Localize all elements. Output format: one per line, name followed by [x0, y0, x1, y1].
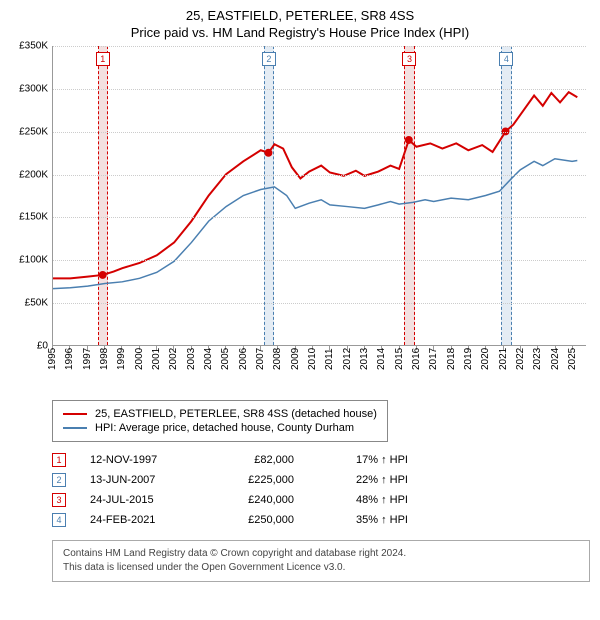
chart-title-subtitle: Price paid vs. HM Land Registry's House … — [10, 25, 590, 40]
event-price: £250,000 — [214, 514, 294, 526]
event-marker: 1 — [96, 52, 110, 66]
event-row: 4 24-FEB-2021 £250,000 35% ↑ HPI — [52, 510, 590, 530]
page-container: 25, EASTFIELD, PETERLEE, SR8 4SS Price p… — [0, 0, 600, 590]
x-tick-label: 2009 — [290, 348, 301, 370]
legend-row: 25, EASTFIELD, PETERLEE, SR8 4SS (detach… — [63, 407, 377, 421]
y-tick-label: £300K — [19, 83, 48, 94]
legend-swatch — [63, 413, 87, 415]
legend-label: HPI: Average price, detached house, Coun… — [95, 422, 354, 434]
x-tick-label: 2019 — [463, 348, 474, 370]
x-tick-label: 2010 — [307, 348, 318, 370]
event-number-box: 1 — [52, 453, 66, 467]
x-tick-label: 2015 — [394, 348, 405, 370]
event-pct: 22% ↑ HPI — [318, 474, 408, 486]
x-tick-label: 2014 — [376, 348, 387, 370]
x-tick-label: 2002 — [168, 348, 179, 370]
y-tick-label: £50K — [25, 298, 48, 309]
x-tick-label: 2023 — [532, 348, 543, 370]
attribution-footer: Contains HM Land Registry data © Crown c… — [52, 540, 590, 582]
legend-row: HPI: Average price, detached house, Coun… — [63, 421, 377, 435]
event-date: 24-FEB-2021 — [90, 514, 190, 526]
series-hpi — [53, 159, 577, 289]
series-svg — [53, 46, 586, 345]
y-tick-label: £150K — [19, 212, 48, 223]
x-tick-label: 2005 — [220, 348, 231, 370]
legend-label: 25, EASTFIELD, PETERLEE, SR8 4SS (detach… — [95, 408, 377, 420]
x-tick-label: 2013 — [359, 348, 370, 370]
plot-region: 1 2 3 4 — [52, 46, 586, 346]
x-tick-label: 2024 — [550, 348, 561, 370]
x-tick-label: 2012 — [342, 348, 353, 370]
event-number-box: 3 — [52, 493, 66, 507]
x-tick-label: 1998 — [99, 348, 110, 370]
x-tick-label: 2022 — [515, 348, 526, 370]
event-number-box: 2 — [52, 473, 66, 487]
event-date: 24-JUL-2015 — [90, 494, 190, 506]
series-price_paid — [53, 92, 577, 278]
y-tick-label: £200K — [19, 169, 48, 180]
y-tick-label: £250K — [19, 126, 48, 137]
sale-dot — [264, 149, 272, 157]
event-date: 13-JUN-2007 — [90, 474, 190, 486]
sale-dot — [405, 136, 413, 144]
event-price: £225,000 — [214, 474, 294, 486]
x-tick-label: 2004 — [203, 348, 214, 370]
event-number-box: 4 — [52, 513, 66, 527]
y-axis-labels: £0£50K£100K£150K£200K£250K£300K£350K — [10, 46, 52, 346]
up-arrow-icon: ↑ — [381, 454, 387, 466]
x-tick-label: 2000 — [134, 348, 145, 370]
up-arrow-icon: ↑ — [381, 494, 387, 506]
x-tick-label: 2018 — [446, 348, 457, 370]
event-date: 12-NOV-1997 — [90, 454, 190, 466]
chart-area: £0£50K£100K£150K£200K£250K£300K£350K 123… — [10, 46, 590, 386]
x-tick-label: 2011 — [324, 348, 335, 370]
event-price: £82,000 — [214, 454, 294, 466]
up-arrow-icon: ↑ — [381, 474, 387, 486]
event-marker: 3 — [402, 52, 416, 66]
legend: 25, EASTFIELD, PETERLEE, SR8 4SS (detach… — [52, 400, 388, 442]
x-tick-label: 2025 — [567, 348, 578, 370]
legend-swatch — [63, 427, 87, 429]
events-table: 1 12-NOV-1997 £82,000 17% ↑ HPI 2 13-JUN-2007… — [52, 450, 590, 530]
x-tick-label: 2016 — [411, 348, 422, 370]
x-tick-label: 2017 — [428, 348, 439, 370]
event-price: £240,000 — [214, 494, 294, 506]
event-row: 2 13-JUN-2007 £225,000 22% ↑ HPI — [52, 470, 590, 490]
x-tick-label: 2008 — [272, 348, 283, 370]
x-tick-label: 2001 — [151, 348, 162, 370]
footer-line-2: This data is licensed under the Open Gov… — [63, 561, 579, 575]
event-pct: 35% ↑ HPI — [318, 514, 408, 526]
chart-title-block: 25, EASTFIELD, PETERLEE, SR8 4SS Price p… — [10, 8, 590, 40]
y-tick-label: £100K — [19, 255, 48, 266]
event-marker: 2 — [262, 52, 276, 66]
sale-dot — [99, 271, 107, 279]
event-pct: 48% ↑ HPI — [318, 494, 408, 506]
event-marker: 4 — [499, 52, 513, 66]
x-tick-label: 2007 — [255, 348, 266, 370]
event-row: 3 24-JUL-2015 £240,000 48% ↑ HPI — [52, 490, 590, 510]
x-tick-label: 2021 — [498, 348, 509, 370]
x-tick-label: 2020 — [480, 348, 491, 370]
x-tick-label: 1997 — [82, 348, 93, 370]
footer-line-1: Contains HM Land Registry data © Crown c… — [63, 547, 579, 561]
x-tick-label: 2006 — [238, 348, 249, 370]
up-arrow-icon: ↑ — [381, 514, 387, 526]
event-row: 1 12-NOV-1997 £82,000 17% ↑ HPI — [52, 450, 590, 470]
x-tick-label: 1996 — [64, 348, 75, 370]
y-tick-label: £350K — [19, 41, 48, 52]
x-tick-label: 1999 — [116, 348, 127, 370]
x-tick-label: 2003 — [186, 348, 197, 370]
x-axis-labels: 1995199619971998199920002001200220032004… — [52, 346, 586, 386]
chart-title-address: 25, EASTFIELD, PETERLEE, SR8 4SS — [10, 8, 590, 23]
x-tick-label: 1995 — [47, 348, 58, 370]
event-pct: 17% ↑ HPI — [318, 454, 408, 466]
